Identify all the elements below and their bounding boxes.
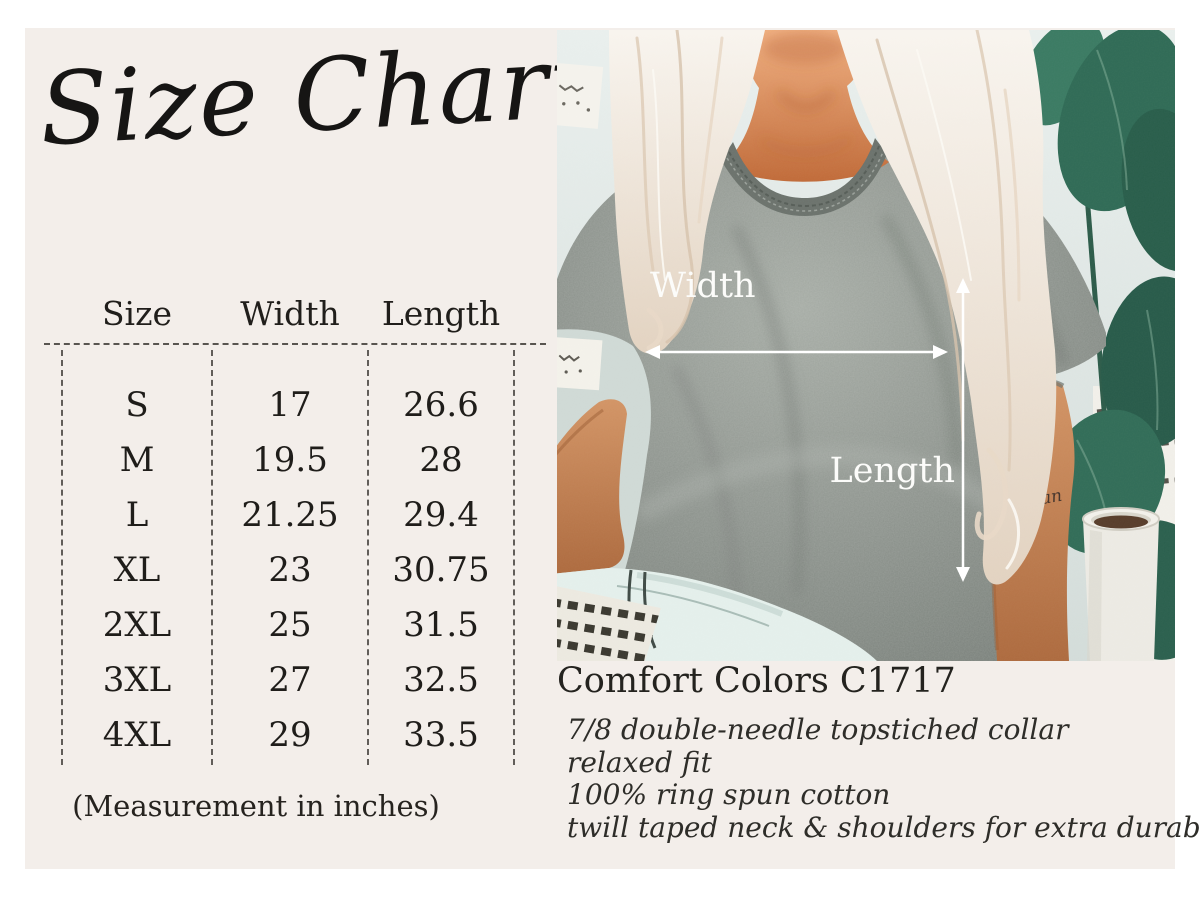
cell-size: 4XL (102, 715, 172, 755)
cell-width: 19.5 (252, 440, 328, 480)
cell-length: 31.5 (403, 605, 479, 645)
table-row: 4XL 29 33.5 (62, 708, 514, 763)
cell-width: 29 (268, 715, 312, 755)
cell-size: M (119, 440, 155, 480)
table-rule-left (61, 350, 63, 765)
cell-width: 17 (268, 385, 312, 425)
cell-length: 32.5 (403, 660, 479, 700)
cell-length: 30.75 (392, 550, 490, 590)
feature-line: 100% ring spun cotton (567, 778, 891, 811)
measurement-note: (Measurement in inches) (72, 789, 440, 823)
feature-list: 7/8 double-needle topstiched collar rela… (567, 713, 1200, 844)
cell-size: L (125, 495, 149, 535)
cell-length: 33.5 (403, 715, 479, 755)
table-header-rule (44, 343, 546, 345)
photo-grain (557, 30, 1175, 661)
page-title: Size Chart (36, 22, 595, 169)
col-header-width: Width (240, 294, 340, 333)
photo-scene: Océan (557, 30, 1175, 661)
table-rule-mid2 (367, 350, 369, 765)
table-row: 2XL 25 31.5 (62, 598, 514, 653)
table-row: 3XL 27 32.5 (62, 653, 514, 708)
cell-length: 28 (419, 440, 463, 480)
product-name: Comfort Colors C1717 (557, 661, 956, 701)
cell-width: 21.25 (241, 495, 339, 535)
table-row: S 17 26.6 (62, 378, 514, 433)
length-arrow (956, 278, 970, 582)
product-photo: Océan (557, 30, 1175, 661)
col-header-size: Size (101, 294, 173, 333)
feature-line: relaxed fit (567, 745, 712, 779)
table-rule-right (513, 350, 515, 765)
cell-width: 25 (268, 605, 312, 645)
cell-length: 26.6 (403, 385, 479, 425)
measurement-overlays: Width Length (645, 266, 970, 582)
cell-length: 29.4 (403, 495, 479, 535)
cell-size: XL (113, 550, 161, 590)
feature-line: 7/8 double-needle topstiched collar (567, 713, 1069, 746)
cell-size: 3XL (102, 660, 172, 700)
length-label: Length (829, 451, 955, 491)
cell-width: 23 (268, 550, 312, 590)
table-row: XL 23 30.75 (62, 543, 514, 598)
width-arrow (645, 345, 948, 359)
table-row: L 21.25 29.4 (62, 488, 514, 543)
col-header-length: Length (381, 294, 501, 333)
table-row: M 19.5 28 (62, 433, 514, 488)
table-rule-mid1 (211, 350, 213, 765)
cell-width: 27 (268, 660, 312, 700)
feature-line: twill taped neck & shoulders for extra d… (567, 810, 1200, 844)
cell-size: S (125, 385, 149, 425)
cell-size: 2XL (102, 605, 172, 645)
width-label: Width (650, 266, 756, 306)
